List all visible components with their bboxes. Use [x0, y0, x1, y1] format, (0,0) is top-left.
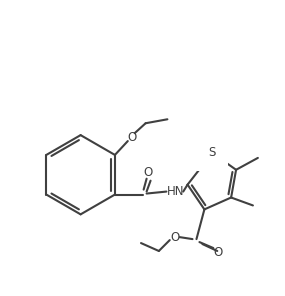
- Text: S: S: [209, 147, 216, 160]
- Text: O: O: [127, 131, 136, 144]
- Text: O: O: [170, 231, 179, 244]
- Text: HN: HN: [166, 185, 184, 198]
- Text: O: O: [214, 247, 223, 260]
- Text: O: O: [143, 166, 152, 179]
